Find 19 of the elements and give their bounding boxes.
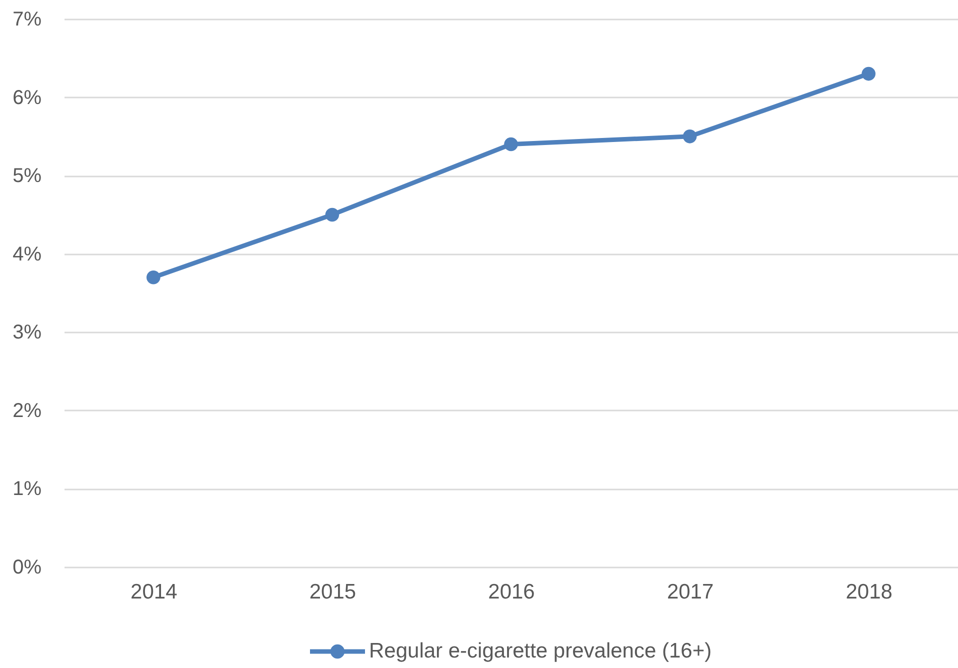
point: [146, 270, 160, 284]
y-tick-label: 7%: [12, 8, 42, 30]
legend-label: Regular e-cigarette prevalence (16+): [369, 640, 712, 662]
y-tick-label: 3%: [12, 322, 42, 344]
point: [504, 137, 518, 152]
x-tick-label: 2017: [666, 580, 714, 604]
x-tick-label: 2014: [130, 580, 178, 604]
x-tick-label: 2016: [488, 580, 535, 604]
point: [325, 208, 340, 222]
y-tick-label: 1%: [12, 478, 42, 500]
point: [682, 130, 697, 144]
y-tick-label: 5%: [12, 165, 42, 188]
x-tick-label: 2018: [846, 580, 892, 604]
y-tick-label: 2%: [12, 400, 42, 422]
x-tick-label: 2015: [309, 580, 356, 604]
point: [862, 66, 876, 81]
y-tick-label: 0%: [12, 556, 42, 578]
y-tick-label: 4%: [12, 243, 42, 266]
y-tick-label: 6%: [12, 86, 42, 109]
